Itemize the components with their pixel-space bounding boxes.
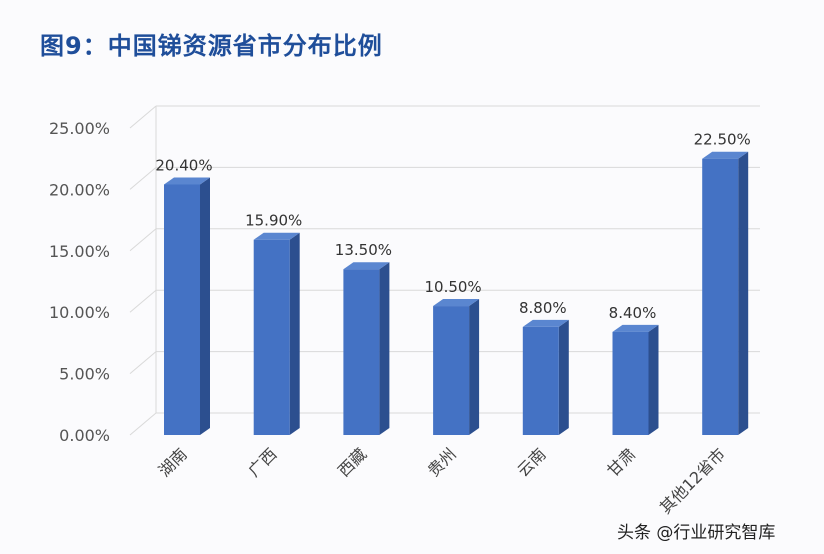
bar-side [289, 232, 300, 435]
data-label: 22.50% [694, 131, 751, 149]
bar [343, 269, 380, 435]
y-tick-label: 10.00% [49, 303, 110, 322]
data-label: 13.50% [335, 241, 392, 259]
bar-top [433, 299, 480, 307]
x-tick-label: 西藏 [334, 444, 370, 480]
bar-side [469, 299, 480, 435]
bar-side [200, 177, 210, 435]
bar [702, 158, 739, 435]
chart-title: 图9：中国锑资源省市分布比例 [40, 32, 383, 60]
y-tick-label: 0.00% [59, 426, 110, 445]
x-tick-label: 云南 [514, 444, 550, 480]
bar-side [379, 262, 390, 435]
gridline-diagonal [129, 228, 157, 252]
bar [253, 239, 290, 435]
data-label: 10.50% [424, 278, 481, 296]
bar [522, 326, 559, 435]
bar-top [253, 232, 300, 240]
bar [164, 184, 200, 435]
data-label: 8.40% [609, 304, 657, 322]
y-tick-label: 15.00% [49, 242, 110, 261]
bar-top [343, 262, 390, 270]
x-tick-label: 甘肃 [603, 444, 639, 480]
watermark: 头条 @行业研究智库 [617, 523, 776, 543]
bar-top [164, 177, 210, 185]
gridline-diagonal [129, 167, 157, 190]
gridline-diagonal [129, 105, 157, 129]
data-label: 15.90% [245, 212, 302, 230]
y-tick-label: 5.00% [59, 365, 110, 384]
y-tick-label: 25.00% [49, 119, 110, 138]
gridline-diagonal [129, 351, 157, 374]
bar [612, 331, 649, 435]
bar-top [522, 319, 569, 327]
gridline-diagonal [129, 289, 157, 313]
x-tick-label: 贵州 [424, 444, 460, 480]
bar-top [702, 151, 749, 159]
bar-side [558, 319, 569, 435]
bar-side [648, 324, 659, 435]
data-label: 20.40% [155, 156, 212, 174]
x-tick-label: 广西 [244, 444, 280, 480]
bar-top [612, 324, 659, 332]
gridline-diagonal [129, 412, 157, 436]
y-tick-label: 20.00% [49, 180, 110, 199]
bar [433, 306, 470, 435]
x-tick-label: 湖南 [155, 444, 191, 480]
x-tick-label: 其他12省市 [656, 444, 729, 517]
data-label: 8.80% [519, 299, 567, 317]
bar-side [738, 151, 749, 435]
